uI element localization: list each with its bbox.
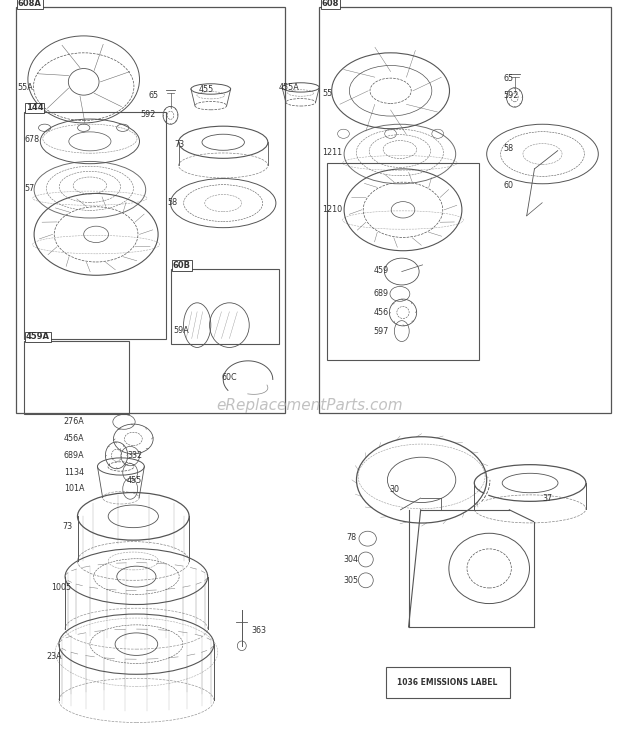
Text: eReplacementParts.com: eReplacementParts.com xyxy=(216,398,404,413)
Text: 1036 EMISSIONS LABEL: 1036 EMISSIONS LABEL xyxy=(397,678,498,687)
Text: 1005: 1005 xyxy=(51,583,71,592)
Text: 455: 455 xyxy=(198,85,214,94)
Text: 37: 37 xyxy=(542,494,552,503)
Text: 30: 30 xyxy=(389,485,399,494)
Text: 276A: 276A xyxy=(64,417,84,426)
Text: 55: 55 xyxy=(322,89,333,97)
Text: 23A: 23A xyxy=(46,652,62,661)
Text: 60C: 60C xyxy=(222,373,237,382)
Bar xyxy=(327,163,479,360)
Text: 65: 65 xyxy=(503,74,513,83)
Bar xyxy=(170,269,279,344)
Text: 60: 60 xyxy=(503,182,513,190)
Text: 78: 78 xyxy=(346,533,356,542)
Text: 305: 305 xyxy=(343,576,358,585)
Text: 455: 455 xyxy=(127,476,143,485)
Text: 455A: 455A xyxy=(279,83,299,92)
Text: 101A: 101A xyxy=(64,484,84,493)
Text: 689: 689 xyxy=(373,289,388,298)
Bar xyxy=(16,7,285,413)
Text: 363: 363 xyxy=(252,626,267,635)
Text: 456A: 456A xyxy=(64,434,84,443)
Text: 689A: 689A xyxy=(64,451,84,460)
Text: 332: 332 xyxy=(127,451,142,460)
Text: 459A: 459A xyxy=(26,333,50,341)
Text: 459: 459 xyxy=(373,266,389,275)
Text: 60B: 60B xyxy=(173,261,191,270)
Text: 592: 592 xyxy=(503,91,519,100)
Bar xyxy=(319,7,611,413)
Text: 55A: 55A xyxy=(17,83,33,92)
Text: 73: 73 xyxy=(175,140,185,149)
Text: 608A: 608A xyxy=(18,0,42,8)
Text: 597: 597 xyxy=(373,327,389,336)
Text: 59A: 59A xyxy=(174,326,189,335)
Text: 144: 144 xyxy=(26,103,43,112)
Text: 58: 58 xyxy=(167,198,177,207)
Text: 608: 608 xyxy=(322,0,339,8)
Text: 678: 678 xyxy=(25,135,40,144)
Bar xyxy=(24,341,129,414)
Text: 1210: 1210 xyxy=(322,205,342,214)
Text: 1134: 1134 xyxy=(64,468,84,477)
Bar xyxy=(24,112,166,339)
Text: 73: 73 xyxy=(62,522,72,531)
Text: 1211: 1211 xyxy=(322,148,342,157)
Text: 58: 58 xyxy=(503,144,513,153)
Text: 304: 304 xyxy=(343,555,358,564)
Text: 592: 592 xyxy=(141,110,156,119)
Text: 65: 65 xyxy=(149,91,159,100)
Text: 456: 456 xyxy=(373,308,388,317)
Bar xyxy=(386,667,510,698)
Text: 57: 57 xyxy=(25,184,35,193)
